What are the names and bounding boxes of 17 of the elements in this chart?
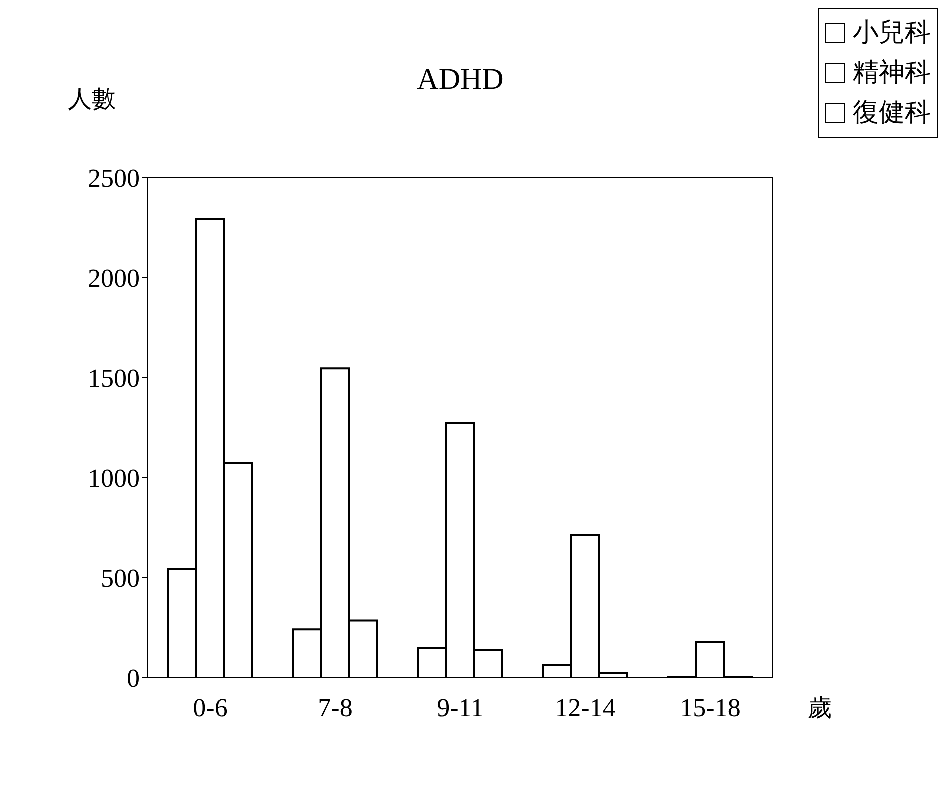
y-tick-label: 0: [127, 664, 140, 694]
y-tick-label: 2500: [88, 164, 140, 194]
legend-label: 復健科: [853, 97, 931, 129]
x-tick-label: 0-6: [193, 693, 228, 722]
y-axis-title: 人數: [68, 86, 116, 115]
y-tick-label: 2000: [88, 264, 140, 294]
legend-label: 精神科: [853, 57, 931, 89]
y-tick-label: 1500: [88, 364, 140, 394]
y-tick-label: 500: [101, 564, 140, 594]
x-tick-label: 7-8: [318, 693, 353, 722]
x-axis-title: 歲: [808, 695, 832, 724]
x-tick-label: 9-11: [437, 693, 484, 722]
chart-title: ADHD: [416, 63, 505, 97]
x-tick-label: 12-14: [555, 693, 616, 722]
x-tick-label: 15-18: [680, 693, 741, 722]
legend-label: 小兒科: [853, 17, 931, 49]
y-tick-label: 1000: [88, 464, 140, 494]
